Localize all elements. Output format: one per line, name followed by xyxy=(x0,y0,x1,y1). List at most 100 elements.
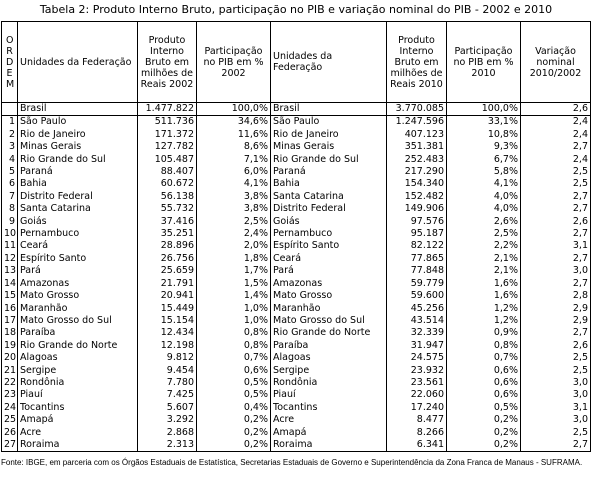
cell: 2,7 xyxy=(520,438,591,452)
cell: Tocantins xyxy=(270,401,387,415)
cell: 2,7 xyxy=(520,327,591,340)
order-cell: 3 xyxy=(1,141,18,154)
cell: 95.187 xyxy=(386,228,447,241)
cell: 0,6% xyxy=(446,364,521,377)
table-row: 21 Sergipe 9.454 0,6% Sergipe 23.932 0,6% 2,5 xyxy=(1,364,591,377)
order-cell: 27 xyxy=(1,438,18,452)
cell: Bahia xyxy=(17,178,138,191)
cell: 20.941 xyxy=(137,290,197,303)
cell: 3,8% xyxy=(196,203,271,216)
cell: Distrito Federal xyxy=(17,190,138,204)
cell: 0,2% xyxy=(196,426,271,439)
cell: 2.313 xyxy=(137,438,197,452)
cell: Piauí xyxy=(17,389,138,402)
header-cell: Unidades da Federação xyxy=(270,21,387,103)
cell: Pará xyxy=(270,265,387,278)
cell: 2,5 xyxy=(520,426,591,439)
cell: Paraná xyxy=(17,166,138,179)
cell: 15.449 xyxy=(137,302,197,315)
cell: São Paulo xyxy=(270,115,387,129)
cell: 2,6 xyxy=(520,102,591,117)
cell: 97.576 xyxy=(386,215,447,229)
cell: 0,6% xyxy=(196,364,271,377)
cell: 28.896 xyxy=(137,240,197,253)
cell: Rio Grande do Sul xyxy=(17,153,138,167)
cell: Espírito Santo xyxy=(270,240,387,253)
cell: Piauí xyxy=(270,389,387,402)
cell: 0,5% xyxy=(196,389,271,402)
table-row: 27 Roraima 2.313 0,2% Roraima 6.341 0,2% 2,7 xyxy=(1,438,591,452)
cell: 217.290 xyxy=(386,166,447,179)
cell: Sergipe xyxy=(17,364,138,377)
total-row: Brasil 1.477.822 100,0% Brasil 3.770.085 100,… xyxy=(1,102,591,117)
header-cell: Participação no PIB em % 2010 xyxy=(446,21,521,103)
cell: Ceará xyxy=(270,252,387,266)
order-cell: 25 xyxy=(1,414,18,427)
cell: 0,4% xyxy=(196,401,271,415)
order-cell: 8 xyxy=(1,203,18,216)
table-row: 26 Acre 2.868 0,2% Amapá 8.266 0,2% 2,5 xyxy=(1,426,591,439)
cell: 56.138 xyxy=(137,190,197,204)
table-row: 23 Piauí 7.425 0,5% Piauí 22.060 0,6% 3,0 xyxy=(1,389,591,402)
cell: 59.600 xyxy=(386,290,447,303)
cell: 4,0% xyxy=(446,190,521,204)
cell: 3.770.085 xyxy=(386,102,447,117)
cell: Amapá xyxy=(17,414,138,427)
order-cell: 23 xyxy=(1,389,18,402)
order-cell: 1 xyxy=(1,115,18,129)
cell: Tocantins xyxy=(17,401,138,415)
cell: Acre xyxy=(270,414,387,427)
cell: 7,1% xyxy=(196,153,271,167)
cell: 0,5% xyxy=(446,401,521,415)
cell: 171.372 xyxy=(137,128,197,142)
header-cell: Produto Interno Bruto em milhões de Reai… xyxy=(386,21,447,103)
cell: 9.454 xyxy=(137,364,197,377)
cell: Minas Gerais xyxy=(270,141,387,154)
cell: 6,7% xyxy=(446,153,521,167)
cell: 4,1% xyxy=(446,178,521,191)
cell: 3.292 xyxy=(137,414,197,427)
table-row: 25 Amapá 3.292 0,2% Acre 8.477 0,2% 3,0 xyxy=(1,414,591,427)
cell: Mato Grosso do Sul xyxy=(270,314,387,328)
data-table: ORDEM Unidades da Federação Produto Intern… xyxy=(1,21,591,453)
table-row: 20 Alagoas 9.812 0,7% Alagoas 24.575 0,7% 2,5 xyxy=(1,352,591,365)
order-cell: 13 xyxy=(1,265,18,278)
cell: Roraima xyxy=(17,438,138,452)
cell: Mato Grosso do Sul xyxy=(17,314,138,328)
cell: 0,5% xyxy=(196,376,271,390)
header-cell: ORDEM xyxy=(1,21,18,103)
cell: 45.256 xyxy=(386,302,447,315)
cell: Pernambuco xyxy=(270,228,387,241)
cell: Rondônia xyxy=(270,376,387,390)
table-body: Brasil 1.477.822 100,0% Brasil 3.770.085 100,… xyxy=(1,102,591,452)
order-cell: 10 xyxy=(1,228,18,241)
cell: 43.514 xyxy=(386,314,447,328)
cell: 3,1 xyxy=(520,401,591,415)
cell: 2,5 xyxy=(520,364,591,377)
source-note: Fonte: IBGE, em parceria com os Órgãos E… xyxy=(1,458,583,467)
cell: 1,2% xyxy=(446,314,521,328)
cell: 4,0% xyxy=(446,203,521,216)
cell: 26.756 xyxy=(137,252,197,266)
cell: 2,6% xyxy=(446,215,521,229)
cell: 152.482 xyxy=(386,190,447,204)
cell: Rio Grande do Norte xyxy=(17,339,138,353)
cell: 100,0% xyxy=(446,102,521,117)
cell: 1,2% xyxy=(446,302,521,315)
cell: 0,8% xyxy=(446,339,521,353)
cell: 6.341 xyxy=(386,438,447,452)
cell: 1,4% xyxy=(196,290,271,303)
table-row: 17 Mato Grosso do Sul 15.154 1,0% Mato Gross… xyxy=(1,314,591,328)
cell: 2,4 xyxy=(520,128,591,142)
cell: Santa Catarina xyxy=(17,203,138,216)
order-cell: 11 xyxy=(1,240,18,253)
cell: 2,9 xyxy=(520,314,591,328)
cell: 3,0 xyxy=(520,414,591,427)
cell: 8.477 xyxy=(386,414,447,427)
cell: 8.266 xyxy=(386,426,447,439)
table-row: 11 Ceará 28.896 2,0% Espírito Santo 82.122 2,2… xyxy=(1,240,591,253)
cell: 2,5% xyxy=(196,215,271,229)
cell: 35.251 xyxy=(137,228,197,241)
cell: 1,0% xyxy=(196,314,271,328)
order-cell xyxy=(1,102,18,117)
